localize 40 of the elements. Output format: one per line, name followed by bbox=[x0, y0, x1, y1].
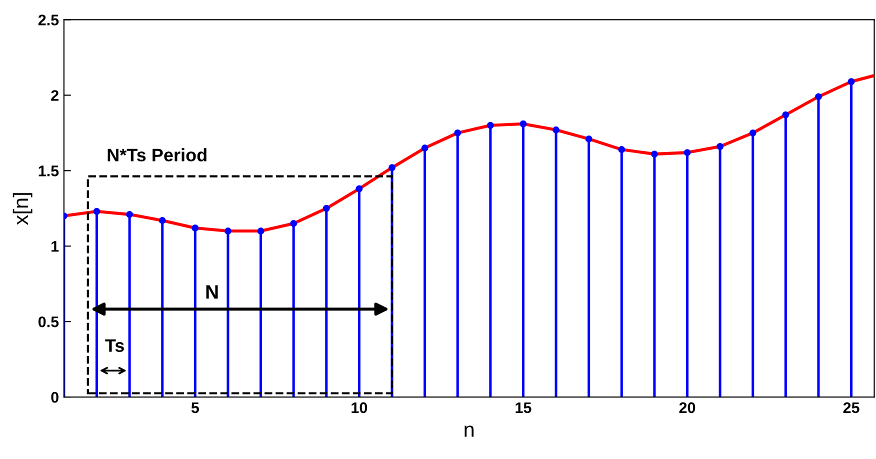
point bbox=[848, 78, 855, 86]
point bbox=[257, 228, 264, 234]
y-tick-label: 2.5 bbox=[38, 14, 59, 26]
point bbox=[322, 204, 330, 212]
point bbox=[618, 146, 626, 153]
point bbox=[421, 144, 428, 152]
point bbox=[782, 111, 790, 118]
point bbox=[486, 122, 494, 129]
y-axis-title: x[n] bbox=[12, 193, 32, 225]
point bbox=[158, 216, 166, 224]
y-tick-label: 1.5 bbox=[38, 166, 59, 176]
point bbox=[388, 164, 396, 172]
x-axis-title: n bbox=[464, 426, 474, 437]
y-tick-label: 0 bbox=[51, 392, 58, 403]
point bbox=[192, 224, 199, 232]
point bbox=[224, 228, 232, 234]
point bbox=[815, 93, 822, 100]
point bbox=[520, 120, 527, 128]
x-tick-label: 5 bbox=[191, 402, 199, 414]
annotation: N bbox=[206, 285, 218, 299]
annotation: Ts bbox=[105, 339, 124, 352]
x-tick-label: 10 bbox=[352, 402, 368, 414]
y-tick-label: 2 bbox=[51, 90, 58, 101]
x-tick-label: 15 bbox=[516, 402, 532, 414]
point bbox=[749, 129, 756, 136]
annotation: N*Ts Period bbox=[108, 148, 206, 162]
point bbox=[290, 220, 298, 227]
x-tick-label: 25 bbox=[843, 402, 860, 414]
y-tick-label: 1 bbox=[52, 241, 59, 252]
x-tick-label: 20 bbox=[679, 402, 696, 414]
point bbox=[585, 135, 592, 142]
point bbox=[126, 210, 134, 218]
y-tick-label: 0.5 bbox=[38, 316, 59, 328]
point bbox=[552, 126, 560, 134]
point bbox=[684, 149, 691, 156]
point bbox=[716, 143, 724, 150]
point bbox=[454, 129, 462, 136]
point bbox=[650, 150, 658, 158]
point bbox=[93, 208, 100, 215]
point bbox=[356, 185, 363, 192]
